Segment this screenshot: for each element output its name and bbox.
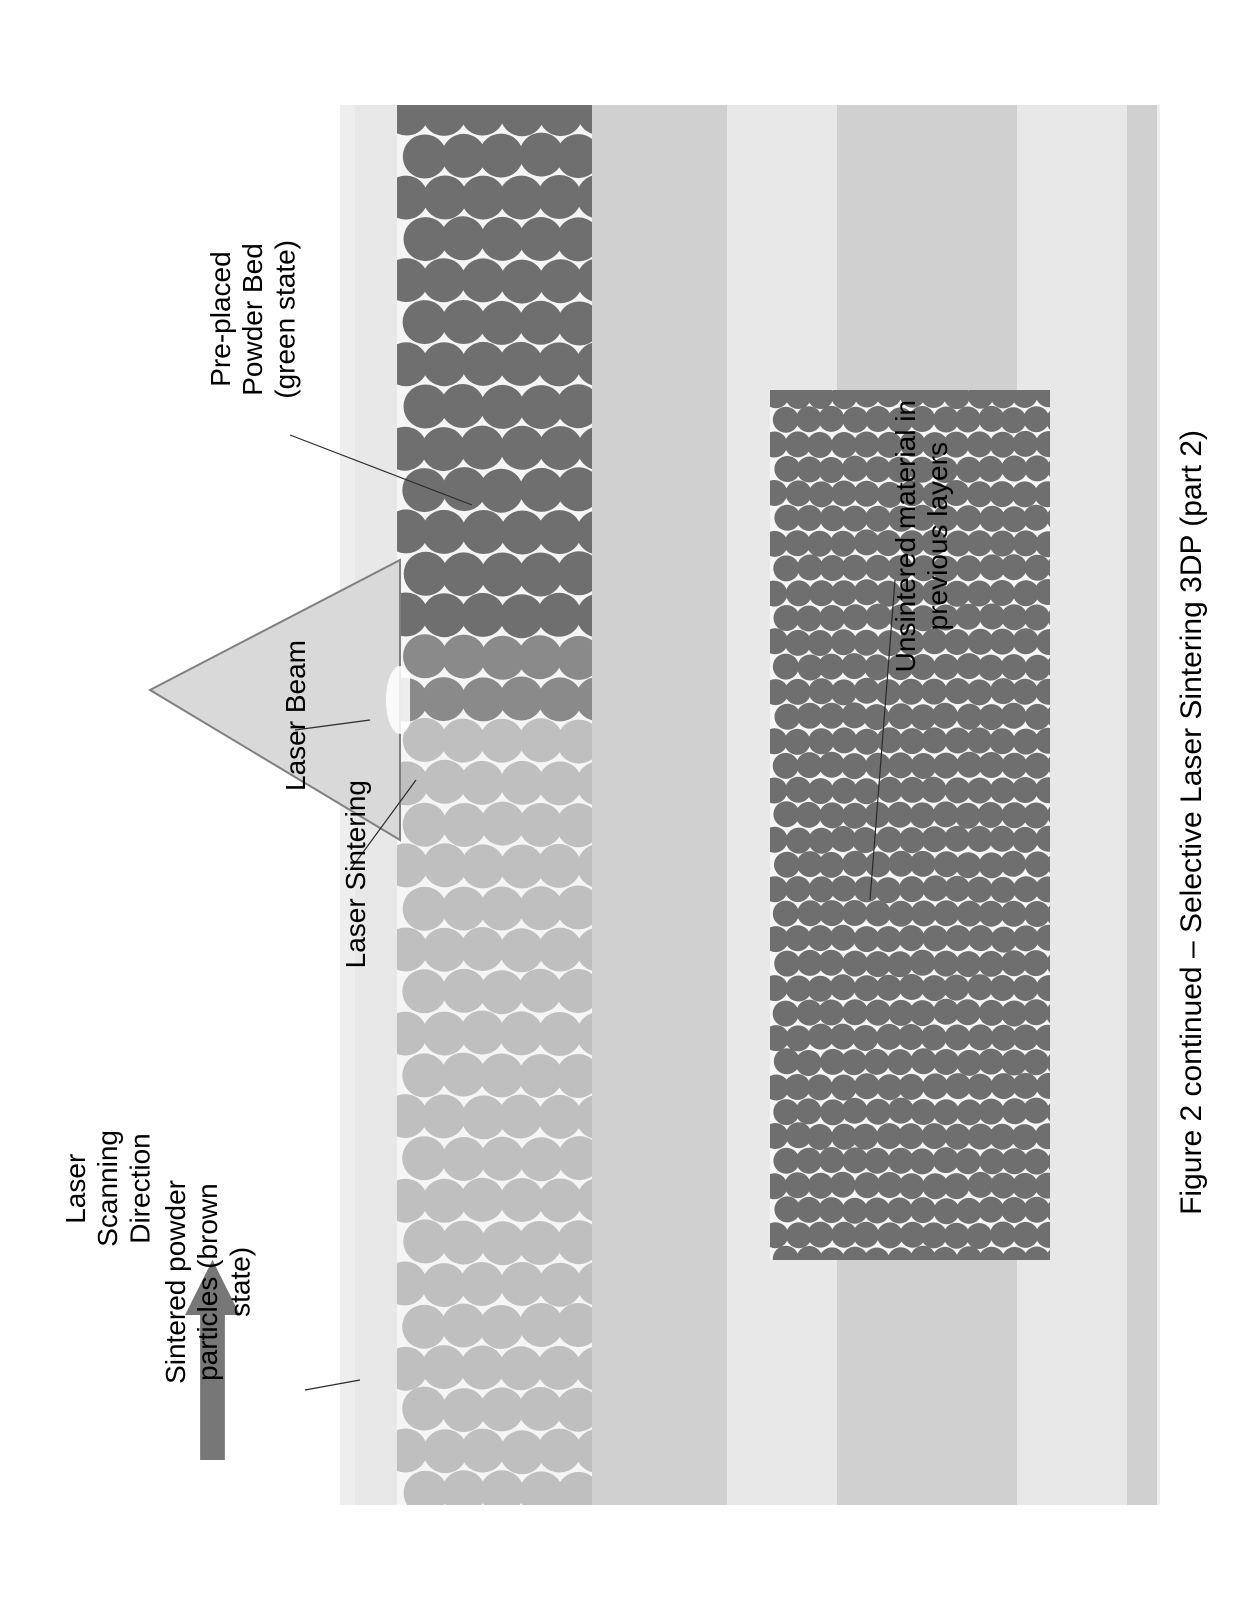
label-scan-direction: Laser Scanning Direction bbox=[60, 1130, 157, 1247]
label-laser-beam: Laser Beam bbox=[280, 640, 312, 791]
band bbox=[1127, 105, 1157, 1505]
diagram-stage: Laser Scanning Direction Sintered powder… bbox=[0, 0, 1240, 1599]
figure-caption: Figure 2 continued – Selective Laser Sin… bbox=[1175, 430, 1210, 1215]
label-powder-bed: Pre-placed Powder Bed (green state) bbox=[205, 240, 302, 399]
label-laser-sintering: Laser Sintering bbox=[340, 780, 372, 968]
band bbox=[587, 105, 727, 1505]
label-unsintered: Unsintered material in previous layers bbox=[890, 400, 954, 672]
powder-bed-particles bbox=[397, 105, 592, 1505]
label-sintered-particles: Sintered powder particles (brown state) bbox=[160, 1180, 257, 1384]
